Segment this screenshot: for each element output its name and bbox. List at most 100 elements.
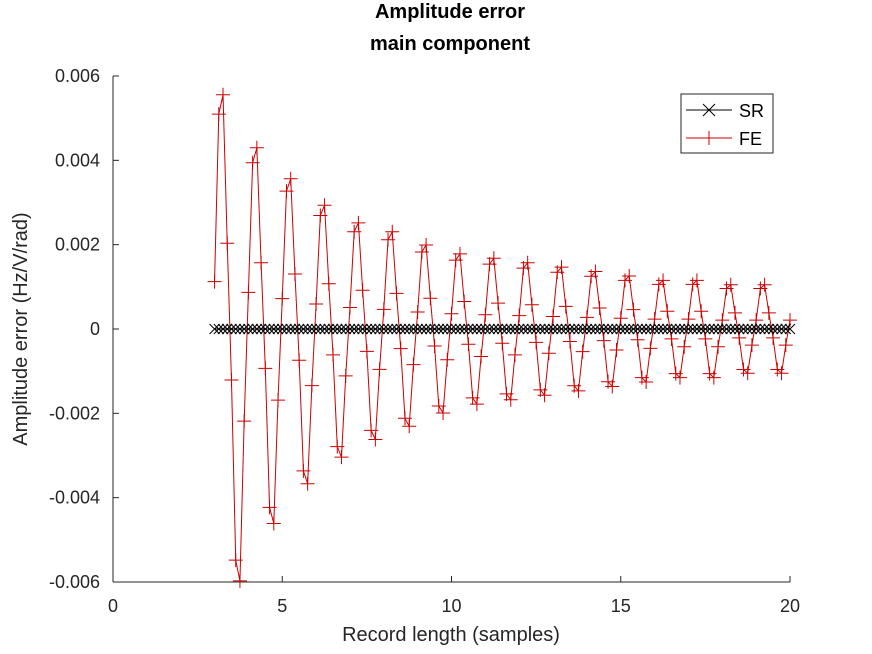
sr-point <box>331 323 343 335</box>
fe-point <box>613 311 628 326</box>
fe-point <box>364 423 379 438</box>
fe-point <box>630 332 645 347</box>
fe-point <box>309 296 324 311</box>
sr-point <box>771 323 783 335</box>
fe-point <box>461 337 476 352</box>
sr-point <box>539 323 550 335</box>
fe-point <box>262 500 277 515</box>
fe-point <box>609 343 624 358</box>
sr-point <box>348 323 360 335</box>
sr-point <box>209 323 220 335</box>
fe-point <box>351 215 366 230</box>
fe-point <box>744 338 759 353</box>
y-axis-label: Amplitude error (Hz/V/rad) <box>10 212 32 445</box>
sr-point <box>759 323 770 335</box>
fe-point <box>588 264 603 279</box>
fe-point <box>224 372 239 387</box>
sr-point <box>238 323 250 335</box>
sr-point <box>403 323 415 335</box>
fe-point <box>207 274 222 289</box>
sr-point <box>386 323 398 335</box>
sr-point <box>513 323 525 335</box>
sr-point <box>733 323 745 335</box>
sr-point <box>399 323 411 335</box>
fe-point <box>656 273 671 288</box>
sr-point <box>611 323 622 335</box>
legend-label-fe: FE <box>739 129 762 149</box>
fe-point <box>304 378 319 393</box>
fe-point <box>503 392 518 407</box>
fe-point <box>355 283 370 298</box>
sr-point <box>395 323 407 335</box>
fe-point <box>296 463 311 478</box>
sr-point <box>674 323 686 335</box>
fe-point <box>778 338 793 353</box>
fe-point <box>660 304 675 319</box>
sr-point <box>729 323 741 335</box>
sr-point <box>678 323 690 335</box>
sr-point <box>285 323 297 335</box>
fe-point <box>427 338 442 353</box>
fe-point <box>681 312 696 327</box>
sr-point <box>670 323 682 335</box>
sr-point <box>628 323 639 335</box>
sr-point <box>484 323 495 335</box>
sr-point <box>695 323 707 335</box>
fe-point <box>347 224 362 239</box>
sr-point <box>543 323 555 335</box>
y-tick-label: -0.004 <box>49 488 100 508</box>
sr-point <box>606 323 618 335</box>
y-tick-label: 0.006 <box>55 66 100 86</box>
fe-point <box>723 277 738 292</box>
sr-point <box>645 323 656 335</box>
fe-point <box>507 347 522 362</box>
fe-point <box>232 573 247 588</box>
legend-box <box>680 93 774 154</box>
y-tick-label: 0.002 <box>55 235 100 255</box>
sr-point <box>568 323 580 335</box>
sr-point <box>649 323 660 335</box>
x-ticks: 0 5 10 15 20 <box>108 576 800 616</box>
sr-point <box>361 323 373 335</box>
sr-point <box>268 323 280 335</box>
sr-point <box>619 323 631 335</box>
fe-point <box>266 516 281 531</box>
sr-point <box>479 323 491 335</box>
sr-point <box>666 323 677 335</box>
sr-point <box>632 323 644 335</box>
fe-point <box>436 405 451 420</box>
sr-point <box>475 323 487 335</box>
sr-point <box>776 323 787 335</box>
fe-point <box>334 450 349 465</box>
series-sr <box>209 323 796 335</box>
fe-point <box>300 476 315 491</box>
sr-point <box>424 323 436 335</box>
fe-point <box>452 246 467 261</box>
sr-point <box>581 323 593 335</box>
fe-point <box>558 299 573 314</box>
sr-point <box>255 323 267 335</box>
fe-point <box>326 347 341 362</box>
fe-point <box>397 411 412 426</box>
sr-point <box>526 323 538 335</box>
fe-point <box>639 375 654 390</box>
sr-point <box>653 323 665 335</box>
fe-point <box>592 300 607 315</box>
sr-point <box>560 323 572 335</box>
fe-point <box>537 388 552 403</box>
sr-point <box>217 323 229 335</box>
fe-point <box>406 357 421 372</box>
sr-point <box>226 323 237 335</box>
sr-point <box>712 323 724 335</box>
sr-point <box>573 323 584 335</box>
sr-point <box>323 323 335 335</box>
fe-point <box>711 339 726 354</box>
x-tick-label: 20 <box>780 596 800 616</box>
fe-point <box>469 397 484 412</box>
sr-point <box>556 323 567 335</box>
sr-point <box>319 323 330 335</box>
fe-point <box>605 379 620 394</box>
sr-point <box>458 323 470 335</box>
sr-point <box>420 323 432 335</box>
sr-point <box>298 323 309 335</box>
